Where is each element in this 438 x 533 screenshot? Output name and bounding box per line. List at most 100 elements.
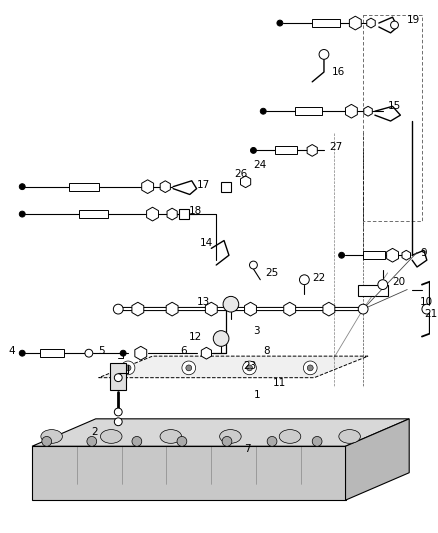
- Text: 15: 15: [388, 101, 401, 111]
- Circle shape: [19, 184, 25, 190]
- Bar: [40, 349, 64, 357]
- Circle shape: [378, 280, 388, 289]
- Text: 16: 16: [332, 67, 345, 77]
- Circle shape: [222, 437, 232, 446]
- Text: 21: 21: [424, 309, 437, 319]
- Circle shape: [177, 437, 187, 446]
- Circle shape: [125, 365, 131, 371]
- Text: 6: 6: [180, 346, 187, 356]
- Bar: [221, 182, 231, 191]
- Polygon shape: [32, 446, 346, 500]
- Ellipse shape: [41, 430, 62, 443]
- Polygon shape: [284, 302, 296, 316]
- Circle shape: [339, 252, 345, 258]
- Ellipse shape: [279, 430, 301, 443]
- Ellipse shape: [219, 430, 241, 443]
- Bar: [179, 209, 189, 219]
- Text: 9: 9: [420, 248, 427, 259]
- Circle shape: [19, 211, 25, 217]
- Bar: [79, 210, 109, 218]
- Bar: [358, 285, 388, 296]
- Text: 17: 17: [197, 180, 210, 190]
- Circle shape: [277, 20, 283, 26]
- Circle shape: [243, 361, 256, 375]
- Circle shape: [113, 304, 123, 314]
- Polygon shape: [364, 106, 372, 116]
- Polygon shape: [350, 16, 361, 30]
- Bar: [275, 147, 297, 155]
- Polygon shape: [201, 348, 212, 359]
- Circle shape: [186, 365, 192, 371]
- Polygon shape: [32, 419, 409, 446]
- Polygon shape: [147, 207, 159, 221]
- Circle shape: [213, 330, 229, 346]
- Circle shape: [87, 437, 97, 446]
- Circle shape: [358, 304, 368, 314]
- Circle shape: [304, 361, 317, 375]
- Text: 4: 4: [8, 346, 15, 356]
- Bar: [295, 107, 322, 115]
- Polygon shape: [323, 302, 335, 316]
- Circle shape: [247, 365, 252, 371]
- Polygon shape: [160, 181, 170, 192]
- Circle shape: [85, 349, 93, 357]
- Polygon shape: [367, 18, 375, 28]
- Circle shape: [114, 408, 122, 416]
- Text: 25: 25: [265, 268, 279, 278]
- Polygon shape: [346, 419, 409, 500]
- Text: 24: 24: [254, 160, 267, 170]
- Circle shape: [312, 437, 322, 446]
- Ellipse shape: [160, 430, 182, 443]
- Text: 13: 13: [197, 297, 210, 307]
- Circle shape: [267, 437, 277, 446]
- Bar: [363, 252, 385, 259]
- Polygon shape: [142, 180, 154, 193]
- Polygon shape: [99, 356, 368, 378]
- Text: 3: 3: [254, 326, 260, 336]
- Text: 14: 14: [200, 238, 213, 248]
- Polygon shape: [307, 144, 317, 156]
- Text: 18: 18: [189, 206, 202, 216]
- Circle shape: [319, 50, 329, 59]
- Circle shape: [114, 418, 122, 426]
- Circle shape: [132, 437, 142, 446]
- Polygon shape: [402, 251, 410, 260]
- Text: 12: 12: [189, 332, 202, 342]
- Polygon shape: [244, 302, 256, 316]
- Text: 22: 22: [312, 273, 325, 283]
- Circle shape: [114, 374, 122, 382]
- Polygon shape: [387, 248, 399, 262]
- Text: 5: 5: [99, 346, 105, 356]
- Polygon shape: [346, 104, 357, 118]
- Polygon shape: [240, 176, 251, 188]
- Circle shape: [223, 296, 239, 312]
- Text: 23: 23: [244, 361, 257, 371]
- Text: 20: 20: [392, 277, 406, 287]
- Circle shape: [250, 261, 258, 269]
- Circle shape: [307, 365, 313, 371]
- Polygon shape: [205, 302, 217, 316]
- Text: 19: 19: [407, 15, 420, 25]
- Circle shape: [251, 148, 256, 154]
- Text: 2: 2: [91, 426, 97, 437]
- Circle shape: [42, 437, 52, 446]
- Circle shape: [422, 304, 432, 314]
- Ellipse shape: [339, 430, 360, 443]
- Circle shape: [120, 350, 126, 356]
- Text: 7: 7: [244, 444, 250, 454]
- Circle shape: [391, 21, 399, 29]
- Text: 11: 11: [273, 377, 286, 387]
- Text: 27: 27: [329, 142, 342, 152]
- Text: 10: 10: [420, 297, 433, 307]
- Bar: [110, 363, 126, 391]
- Text: 8: 8: [263, 346, 270, 356]
- Circle shape: [121, 361, 135, 375]
- Circle shape: [260, 108, 266, 114]
- Bar: [312, 19, 339, 27]
- Polygon shape: [135, 346, 147, 360]
- Polygon shape: [167, 208, 177, 220]
- Ellipse shape: [100, 430, 122, 443]
- Polygon shape: [132, 302, 144, 316]
- Circle shape: [182, 361, 196, 375]
- Circle shape: [300, 275, 309, 285]
